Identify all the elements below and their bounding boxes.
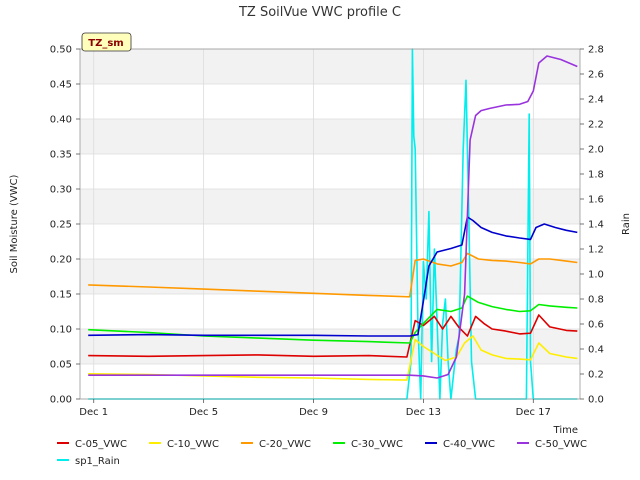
y2-tick-label: 0.2 bbox=[588, 370, 604, 381]
site-tag-label: TZ_sm bbox=[88, 38, 123, 49]
legend-label: C-40_VWC bbox=[443, 439, 495, 450]
y2-tick-label: 2.6 bbox=[588, 70, 604, 81]
legend-item-sp1-rain: sp1_Rain bbox=[57, 456, 120, 467]
y2-tick-label: 1.8 bbox=[588, 170, 604, 181]
x-axis-title: Time bbox=[553, 425, 578, 436]
x-tick-label: Dec 17 bbox=[516, 407, 551, 418]
y2-tick-label: 0.8 bbox=[588, 295, 604, 306]
x-tick-label: Dec 1 bbox=[79, 407, 108, 418]
series-line-c-40-vwc bbox=[88, 216, 578, 337]
legend-item-c-50-vwc: C-50_VWC bbox=[517, 439, 587, 450]
legend-label: C-50_VWC bbox=[535, 439, 587, 450]
y-tick-label: 0.30 bbox=[50, 185, 72, 196]
series-line-c-05-vwc bbox=[88, 314, 578, 358]
legend-item-c-05-vwc: C-05_VWC bbox=[57, 439, 127, 450]
y2-tick-label: 2.2 bbox=[588, 120, 604, 131]
y2-tick-label: 0.4 bbox=[588, 345, 604, 356]
y-axis-title: Soil Moisture (VWC) bbox=[9, 174, 20, 273]
y2-tick-label: 1.6 bbox=[588, 195, 604, 206]
y2-axis-title: Rain bbox=[621, 213, 632, 235]
chart-title: TZ SoilVue VWC profile C bbox=[238, 5, 401, 20]
y-tick-label: 0.45 bbox=[50, 80, 72, 91]
y-tick-label: 0.25 bbox=[50, 220, 72, 231]
legend-item-c-40-vwc: C-40_VWC bbox=[425, 439, 495, 450]
legend-item-c-20-vwc: C-20_VWC bbox=[241, 439, 311, 450]
y-tick-label: 0.40 bbox=[50, 115, 72, 126]
legend-label: C-20_VWC bbox=[259, 439, 311, 450]
axes: 0.00 0.05 0.10 0.15 0.20 0.25 0.30 0.35 0.40 0.45… bbox=[50, 45, 604, 419]
y-tick-label: 0.05 bbox=[50, 360, 72, 371]
y2-tick-label: 2.4 bbox=[588, 95, 604, 106]
site-tag: TZ_sm bbox=[81, 32, 132, 52]
y-tick-label: 0.35 bbox=[50, 150, 72, 161]
legend-label: C-10_VWC bbox=[167, 439, 219, 450]
legend-item-c-30-vwc: C-30_VWC bbox=[333, 439, 403, 450]
legend-label: C-05_VWC bbox=[75, 439, 127, 450]
grid-band bbox=[80, 49, 580, 84]
y-tick-label: 0.00 bbox=[50, 395, 72, 406]
y2-tick-label: 1.2 bbox=[588, 245, 604, 256]
y-tick-label: 0.10 bbox=[50, 325, 72, 336]
y-tick-label: 0.50 bbox=[50, 45, 72, 56]
legend-item-c-10-vwc: C-10_VWC bbox=[149, 439, 219, 450]
y2-tick-label: 1.4 bbox=[588, 220, 604, 231]
y2-tick-label: 0.6 bbox=[588, 320, 604, 331]
x-tick-label: Dec 13 bbox=[406, 407, 441, 418]
x-tick-label: Dec 9 bbox=[299, 407, 328, 418]
y-tick-label: 0.15 bbox=[50, 290, 72, 301]
series-line-c-30-vwc bbox=[88, 295, 578, 344]
y2-tick-label: 2.0 bbox=[588, 145, 604, 156]
grid-band bbox=[80, 189, 580, 224]
y2-tick-label: 2.8 bbox=[588, 45, 604, 56]
grid-band bbox=[80, 259, 580, 294]
site-tag-box bbox=[81, 32, 132, 52]
legend-label: C-30_VWC bbox=[351, 439, 403, 450]
series-line-c-50-vwc bbox=[88, 55, 578, 379]
legend-label: sp1_Rain bbox=[75, 456, 120, 467]
y2-tick-label: 0.0 bbox=[588, 395, 604, 406]
y2-tick-label: 1.0 bbox=[588, 270, 604, 281]
legend: C-05_VWC C-10_VWC C-20_VWC C-30_VWC C-40_VWC… bbox=[57, 439, 587, 467]
y-tick-label: 0.20 bbox=[50, 255, 72, 266]
series-line-c-20-vwc bbox=[88, 252, 578, 298]
grid-band bbox=[80, 119, 580, 154]
x-tick-label: Dec 5 bbox=[189, 407, 218, 418]
